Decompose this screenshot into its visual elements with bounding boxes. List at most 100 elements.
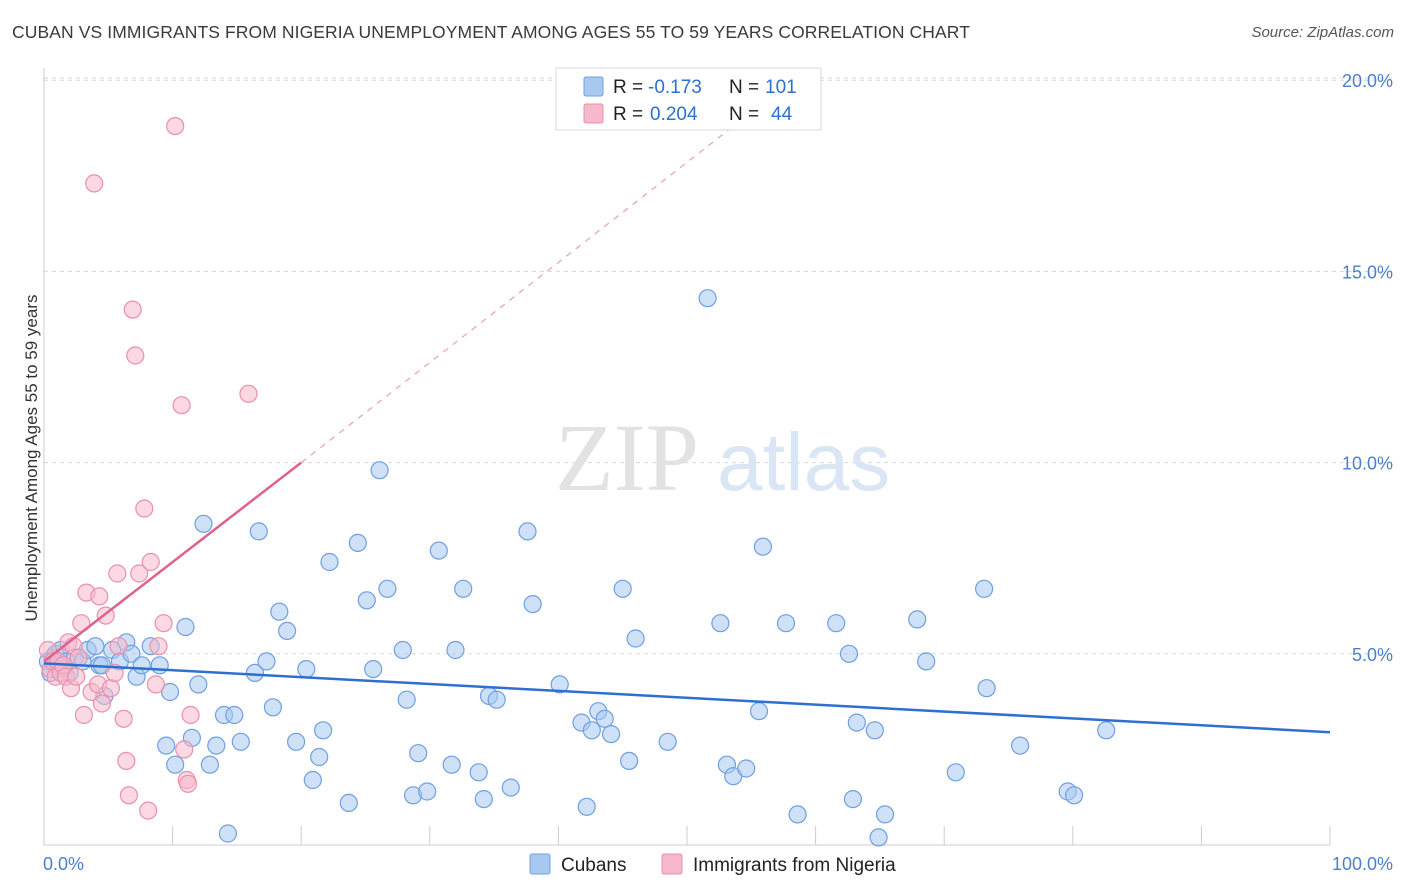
- point-cubans-42: [278, 621, 297, 641]
- point-cubans-94: [847, 713, 866, 732]
- point-cubans-71: [550, 675, 569, 694]
- point-cubans-102: [977, 679, 996, 698]
- point-cubans-101: [974, 579, 994, 598]
- series-cubans: [38, 289, 1116, 847]
- point-cubans-34: [218, 824, 237, 843]
- point-nigeria-25: [109, 637, 128, 656]
- point-cubans-36: [231, 732, 250, 751]
- legend-swatch-nigeria: [583, 103, 604, 124]
- point-nigeria-17: [85, 174, 104, 193]
- legend-r-value-cubans: -0.173: [648, 77, 702, 98]
- y-axis-title: Unemployment Among Ages 55 to 59 years: [22, 295, 41, 622]
- point-cubans-97: [875, 805, 895, 824]
- legend-n-value-nigeria: 44: [771, 104, 793, 125]
- point-cubans-88: [753, 537, 773, 556]
- point-cubans-26: [166, 755, 185, 774]
- point-cubans-46: [310, 747, 329, 767]
- x-tick-label-0: 0.0%: [43, 854, 84, 874]
- x-tick-label-1: 100.0%: [1332, 854, 1393, 874]
- point-nigeria-11: [67, 667, 86, 686]
- point-cubans-25: [160, 682, 180, 702]
- point-cubans-52: [364, 659, 383, 679]
- grid-lines: [44, 77, 1393, 655]
- point-nigeria-20: [92, 694, 112, 713]
- point-cubans-69: [518, 522, 537, 541]
- point-cubans-24: [157, 736, 176, 755]
- point-cubans-77: [601, 724, 621, 744]
- point-cubans-30: [194, 514, 213, 533]
- point-cubans-27: [176, 617, 195, 637]
- point-cubans-106: [1097, 721, 1116, 740]
- point-cubans-81: [658, 732, 677, 751]
- point-nigeria-42: [178, 774, 198, 793]
- point-cubans-35: [225, 705, 244, 725]
- point-nigeria-28: [119, 786, 138, 805]
- point-cubans-59: [418, 782, 437, 801]
- point-nigeria-36: [149, 637, 168, 656]
- point-cubans-65: [474, 789, 493, 809]
- trend-line-cubans: [43, 662, 1331, 734]
- point-cubans-38: [249, 522, 268, 541]
- source-credit: Source: ZipAtlas.com: [1251, 24, 1394, 41]
- point-cubans-56: [397, 690, 416, 709]
- point-cubans-62: [446, 640, 465, 660]
- point-cubans-47: [314, 721, 333, 740]
- point-cubans-95: [865, 721, 884, 740]
- point-cubans-40: [263, 698, 282, 717]
- point-cubans-58: [409, 744, 428, 763]
- point-nigeria-37: [154, 614, 173, 633]
- legend-n-label-nigeria: N =: [729, 104, 759, 125]
- point-cubans-99: [917, 652, 936, 671]
- point-cubans-105: [1064, 786, 1084, 805]
- point-cubans-93: [843, 789, 863, 809]
- point-nigeria-31: [130, 564, 149, 583]
- point-nigeria-19: [90, 587, 109, 606]
- bottom-legend-label-nigeria: Immigrants from Nigeria: [693, 855, 896, 876]
- legend-r-label-nigeria: R =: [613, 104, 643, 125]
- y-tick-label-0: 5.0%: [1352, 645, 1393, 665]
- point-cubans-41: [270, 602, 289, 621]
- point-cubans-89: [776, 614, 796, 633]
- tick-labels: 5.0% 10.0% 15.0% 20.0% 0.0% 100.0%: [43, 71, 1393, 874]
- point-cubans-73: [577, 797, 596, 816]
- point-cubans-29: [189, 675, 208, 694]
- legend-swatch-cubans: [583, 76, 604, 97]
- axes: [43, 68, 1331, 846]
- bottom-legend-label-cubans: Cubans: [561, 855, 627, 876]
- point-cubans-76: [595, 709, 614, 728]
- point-cubans-63: [454, 579, 473, 598]
- point-cubans-91: [827, 614, 846, 633]
- legend-n-value-cubans: 101: [765, 77, 797, 98]
- point-cubans-74: [582, 721, 601, 740]
- point-nigeria-34: [141, 552, 160, 572]
- point-cubans-23: [150, 656, 169, 675]
- point-cubans-80: [626, 629, 645, 648]
- point-cubans-92: [839, 644, 859, 663]
- point-cubans-100: [946, 763, 965, 782]
- point-cubans-64: [469, 763, 488, 782]
- point-nigeria-38: [166, 116, 185, 136]
- point-nigeria-14: [74, 705, 94, 725]
- y-tick-label-2: 15.0%: [1342, 262, 1393, 282]
- point-cubans-54: [378, 579, 397, 598]
- point-nigeria-27: [117, 751, 136, 771]
- point-cubans-53: [370, 461, 389, 480]
- point-cubans-49: [339, 793, 358, 813]
- point-cubans-98: [908, 610, 927, 629]
- point-cubans-39: [257, 652, 276, 671]
- legend-r-value-nigeria: 0.204: [650, 104, 698, 125]
- chart-title: CUBAN VS IMMIGRANTS FROM NIGERIA UNEMPLO…: [12, 22, 970, 42]
- y-tick-label-3: 20.0%: [1342, 71, 1393, 91]
- point-cubans-83: [711, 614, 730, 633]
- point-nigeria-44: [239, 384, 258, 403]
- point-cubans-61: [442, 755, 461, 774]
- point-cubans-103: [1010, 736, 1030, 755]
- point-nigeria-24: [108, 564, 127, 583]
- point-nigeria-33: [139, 801, 158, 820]
- point-cubans-68: [501, 778, 520, 797]
- point-cubans-86: [737, 759, 756, 778]
- legend-n-label-cubans: N =: [729, 77, 759, 98]
- point-cubans-50: [348, 533, 367, 553]
- bottom-legend-swatch-nigeria: [661, 853, 683, 875]
